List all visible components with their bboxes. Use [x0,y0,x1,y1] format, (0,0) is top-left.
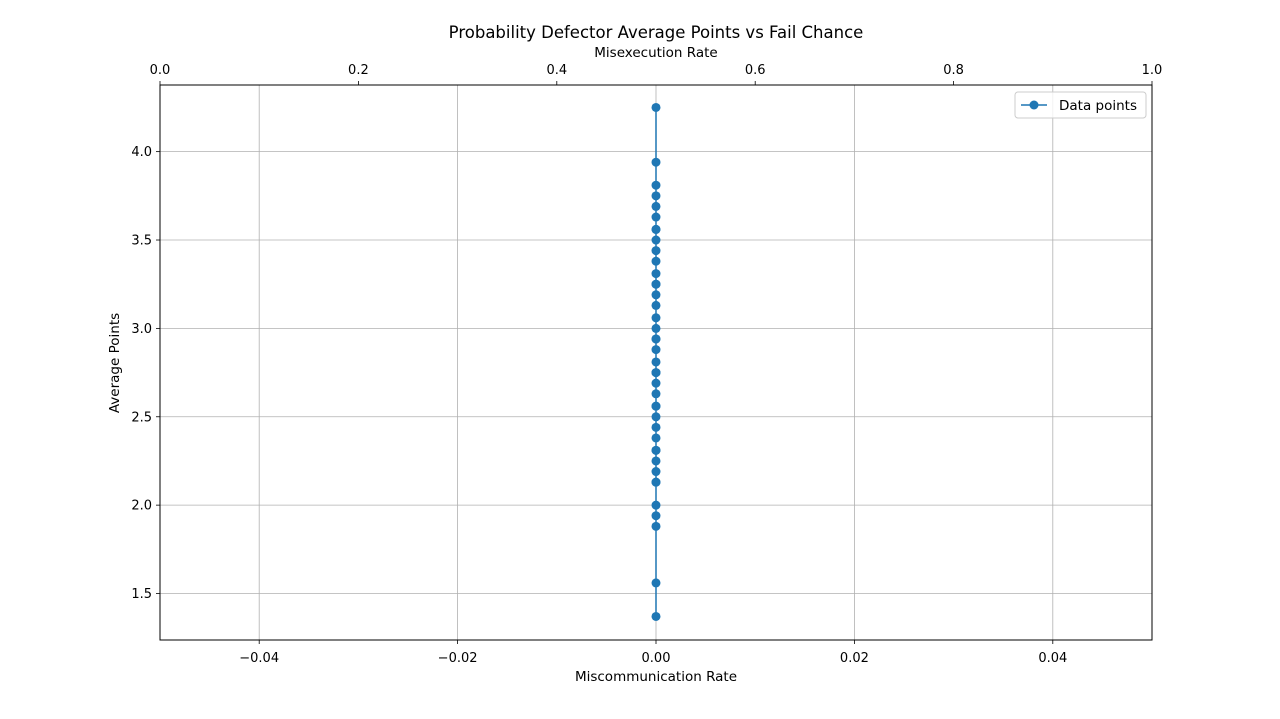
data-point-36 [651,279,661,289]
legend-marker [1029,100,1039,110]
x-tick-label-0: −0.04 [239,651,279,666]
data-point-5 [651,212,661,222]
data-point-0 [651,102,661,112]
x2-tick-label-1: 0.2 [348,63,369,78]
data-point-20 [651,378,661,388]
data-point-3 [651,191,661,201]
x-tick-label-2: 0.00 [642,651,671,666]
data-point-10 [651,269,661,279]
x2-tick-label-3: 0.6 [745,63,766,78]
data-point-37 [651,334,661,344]
axes: −0.04 −0.02 0.00 0.02 0.04 0.0 0.2 0.4 0.6 0.8 1.0… [131,63,1162,666]
x2-tick-label-4: 0.8 [943,63,964,78]
data-point-24 [651,422,661,432]
data-point-34 [651,611,661,621]
data-point-23 [651,412,661,422]
y-tick-label-5: 4.0 [131,145,152,160]
y-axis-label: Average Points [107,313,123,413]
y-tick-label-4: 3.5 [131,234,152,249]
x2-tick-label-0: 0.0 [150,63,171,78]
legend-box [1014,91,1147,119]
data-point-18 [651,357,661,367]
x-tick-label-3: 0.02 [840,651,869,666]
x-tick-label-1: −0.02 [438,651,478,666]
data-point-40 [651,445,661,455]
series [651,102,661,621]
x-axis-label: Miscommunication Rate [575,669,737,685]
data-point-30 [651,500,661,510]
y-tick-label-2: 2.5 [131,410,152,425]
data-point-33 [651,578,661,588]
data-point-38 [651,368,661,378]
data-point-28 [651,467,661,477]
data-point-31 [651,511,661,521]
data-point-14 [651,313,661,323]
data-point-35 [651,224,661,234]
data-point-7 [651,235,661,245]
data-point-1 [651,157,661,167]
data-point-39 [651,401,661,411]
data-point-17 [651,345,661,355]
data-point-15 [651,323,661,333]
top-x-axis-label: Misexecution Rate [594,45,717,61]
data-point-32 [651,521,661,531]
data-point-13 [651,300,661,310]
data-point-9 [651,256,661,266]
data-point-41 [651,477,661,487]
legend: Data points [1014,91,1147,119]
x2-tick-label-5: 1.0 [1142,63,1163,78]
data-point-12 [651,290,661,300]
x2-tick-label-2: 0.4 [546,63,567,78]
y-tick-label-0: 1.5 [131,587,152,602]
y-tick-label-3: 3.0 [131,322,152,337]
data-point-21 [651,389,661,399]
legend-label: Data points [1059,98,1137,114]
y-tick-label-1: 2.0 [131,499,152,514]
data-point-8 [651,246,661,256]
data-point-27 [651,456,661,466]
chart-title: Probability Defector Average Points vs F… [449,23,864,42]
data-point-2 [651,180,661,190]
x-tick-label-4: 0.04 [1038,651,1067,666]
data-point-4 [651,201,661,211]
data-point-25 [651,433,661,443]
